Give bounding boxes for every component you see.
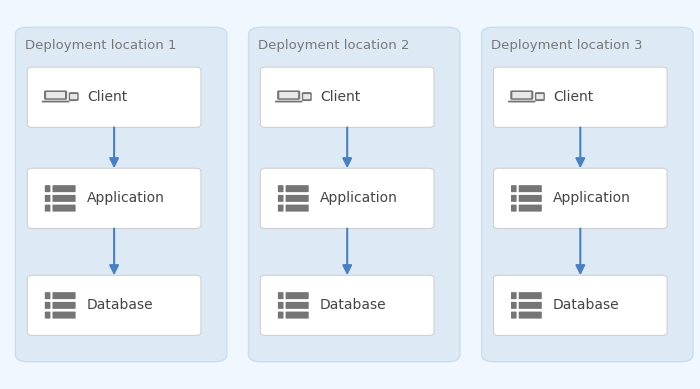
- FancyBboxPatch shape: [286, 205, 309, 212]
- FancyBboxPatch shape: [45, 312, 50, 319]
- FancyBboxPatch shape: [27, 275, 201, 335]
- FancyBboxPatch shape: [512, 92, 531, 98]
- FancyBboxPatch shape: [519, 195, 542, 202]
- FancyBboxPatch shape: [46, 92, 65, 98]
- Text: Database: Database: [320, 298, 386, 312]
- FancyBboxPatch shape: [52, 302, 76, 309]
- FancyBboxPatch shape: [482, 27, 693, 362]
- FancyBboxPatch shape: [277, 90, 300, 100]
- Text: Application: Application: [320, 191, 398, 205]
- FancyBboxPatch shape: [42, 101, 69, 102]
- FancyBboxPatch shape: [52, 292, 76, 299]
- FancyBboxPatch shape: [278, 195, 284, 202]
- FancyBboxPatch shape: [45, 292, 50, 299]
- FancyBboxPatch shape: [248, 27, 460, 362]
- Text: Application: Application: [553, 191, 631, 205]
- FancyBboxPatch shape: [286, 185, 309, 192]
- FancyBboxPatch shape: [519, 302, 542, 309]
- FancyBboxPatch shape: [535, 92, 545, 101]
- FancyBboxPatch shape: [494, 168, 667, 229]
- Text: Database: Database: [87, 298, 153, 312]
- FancyBboxPatch shape: [286, 312, 309, 319]
- FancyBboxPatch shape: [52, 205, 76, 212]
- FancyBboxPatch shape: [519, 312, 542, 319]
- Text: Client: Client: [553, 90, 594, 104]
- FancyBboxPatch shape: [44, 90, 67, 100]
- FancyBboxPatch shape: [278, 312, 284, 319]
- FancyBboxPatch shape: [52, 312, 76, 319]
- FancyBboxPatch shape: [278, 205, 284, 212]
- FancyBboxPatch shape: [278, 185, 284, 192]
- FancyBboxPatch shape: [519, 292, 542, 299]
- FancyBboxPatch shape: [27, 67, 201, 128]
- FancyBboxPatch shape: [69, 92, 78, 101]
- Text: Deployment location 2: Deployment location 2: [258, 39, 410, 52]
- FancyBboxPatch shape: [52, 185, 76, 192]
- FancyBboxPatch shape: [15, 27, 227, 362]
- Text: Deployment location 1: Deployment location 1: [25, 39, 176, 52]
- FancyBboxPatch shape: [286, 302, 309, 309]
- FancyBboxPatch shape: [511, 292, 517, 299]
- Text: Client: Client: [87, 90, 127, 104]
- Text: Deployment location 3: Deployment location 3: [491, 39, 643, 52]
- FancyBboxPatch shape: [275, 101, 302, 102]
- FancyBboxPatch shape: [278, 292, 284, 299]
- FancyBboxPatch shape: [494, 67, 667, 128]
- FancyBboxPatch shape: [508, 101, 536, 102]
- FancyBboxPatch shape: [279, 92, 298, 98]
- FancyBboxPatch shape: [278, 302, 284, 309]
- Text: Application: Application: [87, 191, 164, 205]
- FancyBboxPatch shape: [260, 67, 434, 128]
- FancyBboxPatch shape: [260, 275, 434, 335]
- FancyBboxPatch shape: [494, 275, 667, 335]
- FancyBboxPatch shape: [511, 312, 517, 319]
- FancyBboxPatch shape: [70, 94, 77, 99]
- FancyBboxPatch shape: [510, 90, 533, 100]
- Text: Database: Database: [553, 298, 620, 312]
- FancyBboxPatch shape: [286, 292, 309, 299]
- FancyBboxPatch shape: [260, 168, 434, 229]
- FancyBboxPatch shape: [45, 185, 50, 192]
- FancyBboxPatch shape: [536, 94, 543, 99]
- FancyBboxPatch shape: [45, 302, 50, 309]
- FancyBboxPatch shape: [519, 205, 542, 212]
- FancyBboxPatch shape: [302, 92, 312, 101]
- FancyBboxPatch shape: [27, 168, 201, 229]
- FancyBboxPatch shape: [52, 195, 76, 202]
- FancyBboxPatch shape: [511, 195, 517, 202]
- FancyBboxPatch shape: [511, 205, 517, 212]
- FancyBboxPatch shape: [511, 185, 517, 192]
- FancyBboxPatch shape: [45, 195, 50, 202]
- FancyBboxPatch shape: [511, 302, 517, 309]
- FancyBboxPatch shape: [45, 205, 50, 212]
- Text: Client: Client: [320, 90, 360, 104]
- FancyBboxPatch shape: [286, 195, 309, 202]
- FancyBboxPatch shape: [303, 94, 310, 99]
- FancyBboxPatch shape: [519, 185, 542, 192]
